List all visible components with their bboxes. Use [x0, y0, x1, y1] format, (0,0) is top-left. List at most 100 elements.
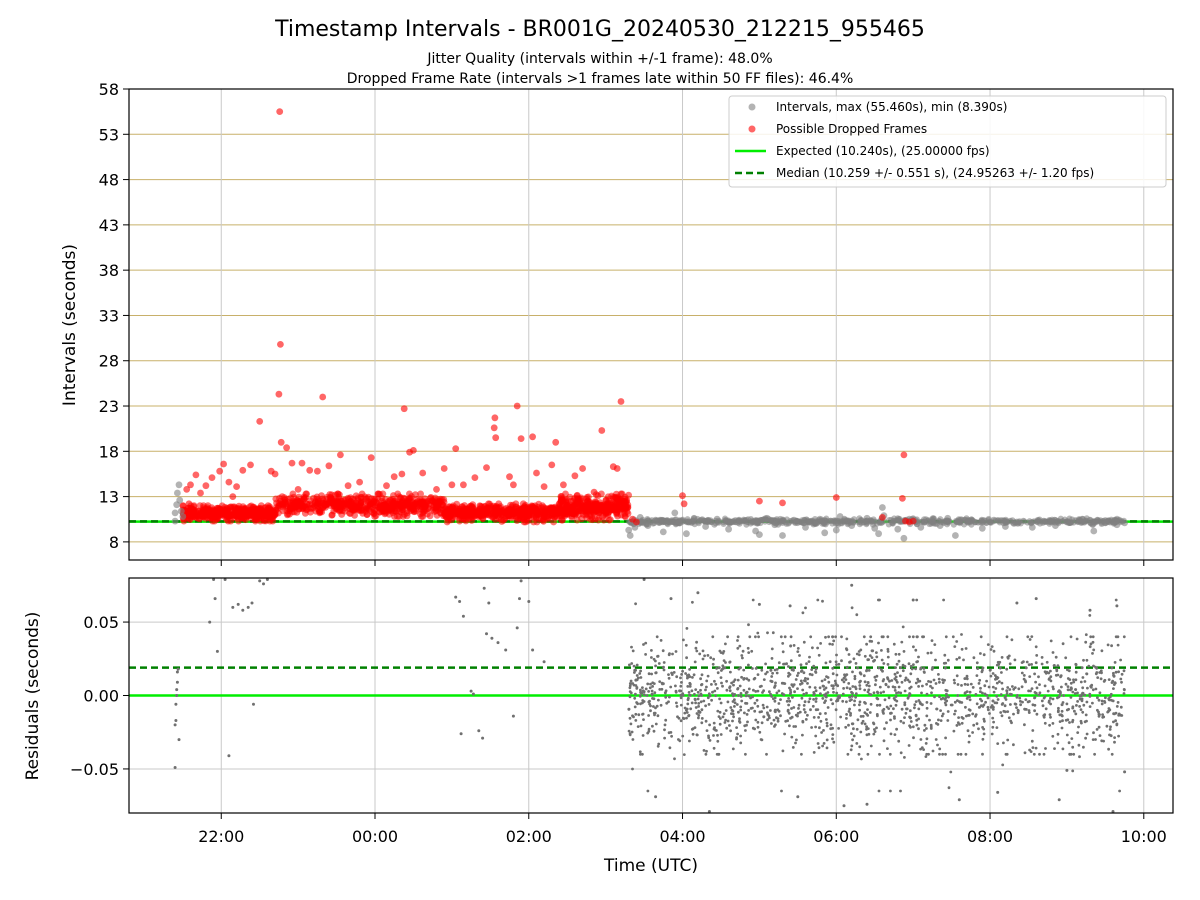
residual-point	[633, 671, 636, 674]
dropped-frame-point	[506, 473, 513, 481]
residual-point	[1061, 747, 1065, 751]
residual-point	[1049, 639, 1053, 643]
residual-point	[1074, 670, 1078, 674]
residual-point	[633, 705, 637, 709]
residual-point	[798, 654, 801, 657]
residual-point	[223, 578, 227, 581]
residual-point	[1082, 658, 1085, 662]
residual-point	[642, 700, 646, 703]
residual-point	[471, 692, 475, 696]
residual-point	[731, 694, 735, 698]
residual-point	[995, 726, 999, 729]
residual-point	[1083, 693, 1087, 697]
residual-point	[819, 642, 822, 645]
residual-point	[908, 680, 911, 684]
residual-point	[929, 723, 933, 727]
dropped-frame-point	[276, 108, 284, 115]
residual-point	[686, 685, 690, 688]
intervals-y-tick-label: 38	[99, 261, 119, 280]
residual-point	[689, 707, 693, 711]
residual-point	[957, 798, 961, 802]
residual-point	[1107, 698, 1111, 701]
residual-point	[1051, 697, 1055, 701]
interval-point	[839, 520, 845, 527]
residual-point	[641, 752, 644, 756]
residual-point	[667, 676, 671, 680]
residual-point	[991, 685, 995, 689]
residual-point	[825, 724, 829, 728]
dropped-frame-point	[315, 496, 322, 504]
residual-point	[922, 635, 925, 639]
residual-point	[917, 707, 921, 711]
residual-point	[790, 707, 793, 710]
dropped-frame-point	[399, 506, 407, 514]
dropped-frame-point	[590, 488, 598, 496]
residual-point	[1012, 743, 1015, 747]
residual-point	[829, 723, 833, 727]
residual-point	[850, 606, 854, 610]
residual-point	[801, 733, 804, 737]
dropped-frame-point	[239, 505, 247, 513]
residual-point	[875, 726, 878, 730]
intervals-legend: Intervals, max (55.460s), min (8.390s) P…	[728, 95, 1167, 188]
residual-point	[872, 732, 876, 736]
residual-point	[1072, 752, 1076, 756]
dropped-frame-point	[256, 509, 263, 516]
residual-point	[1062, 694, 1065, 697]
residual-point	[695, 712, 699, 715]
residual-point	[1113, 661, 1117, 664]
residual-point	[875, 674, 879, 678]
residual-point	[779, 635, 783, 639]
residual-point	[1092, 731, 1095, 735]
residual-point	[728, 724, 731, 727]
dropped-frame-point	[434, 501, 442, 509]
residual-point	[889, 789, 892, 793]
dropped-frame-point	[490, 424, 498, 432]
residual-point	[652, 657, 656, 661]
residual-point	[700, 721, 704, 725]
dropped-frame-point	[208, 474, 216, 481]
residual-point	[459, 732, 463, 736]
residual-point	[684, 643, 688, 647]
residual-point	[731, 747, 735, 751]
residual-point	[651, 685, 654, 688]
residual-point	[908, 686, 912, 690]
residual-point	[796, 711, 800, 715]
residual-point	[892, 697, 896, 700]
residual-point	[1066, 677, 1070, 680]
residual-point	[962, 658, 965, 662]
residual-point	[776, 719, 780, 723]
residual-point	[869, 744, 873, 748]
dropped-frame-point	[271, 470, 279, 478]
residual-point	[994, 687, 998, 690]
residual-point	[1070, 737, 1074, 740]
interval-point	[857, 517, 864, 524]
residual-point	[675, 675, 679, 679]
residual-point	[1056, 664, 1060, 667]
dropped-frame-point	[368, 508, 376, 516]
interval-point	[1073, 518, 1080, 525]
residual-point	[831, 687, 835, 690]
residual-point	[726, 719, 730, 723]
dropped-frame-point	[680, 500, 688, 508]
residual-point	[858, 745, 862, 749]
residual-point	[738, 717, 741, 721]
residual-point	[675, 705, 679, 708]
residual-point	[828, 642, 832, 646]
residual-point	[953, 681, 956, 685]
dropped-frame-point	[277, 438, 285, 446]
residual-point	[458, 600, 462, 603]
dropped-frame-point	[613, 465, 621, 472]
residual-point	[1030, 739, 1034, 743]
dropped-frame-point	[517, 435, 525, 442]
residual-point	[631, 714, 634, 718]
interval-point	[664, 517, 671, 524]
residual-point	[773, 699, 777, 703]
residual-point	[702, 699, 706, 703]
residual-point	[956, 752, 960, 756]
residual-point	[953, 700, 957, 704]
residual-point	[1006, 656, 1010, 660]
residual-point	[883, 698, 887, 702]
residual-point	[968, 690, 972, 694]
residual-point	[777, 661, 781, 665]
